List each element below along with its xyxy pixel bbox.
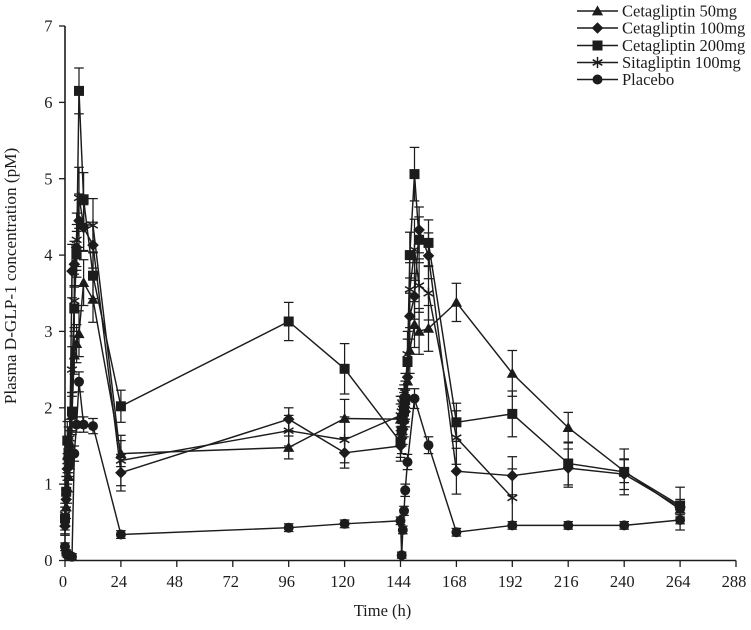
svg-text:Plasma D-GLP-1 concentration (: Plasma D-GLP-1 concentration (pM) — [1, 148, 20, 404]
svg-text:Cetagliptin 200mg: Cetagliptin 200mg — [622, 36, 745, 55]
svg-text:144: 144 — [386, 572, 411, 591]
svg-text:0: 0 — [44, 551, 52, 570]
svg-text:192: 192 — [498, 572, 523, 591]
svg-text:3: 3 — [44, 322, 52, 341]
svg-text:4: 4 — [44, 246, 52, 265]
svg-text:264: 264 — [666, 572, 691, 591]
svg-text:168: 168 — [442, 572, 467, 591]
svg-text:0: 0 — [59, 572, 67, 591]
svg-text:120: 120 — [330, 572, 355, 591]
svg-text:Placebo: Placebo — [622, 70, 674, 89]
svg-text:240: 240 — [610, 572, 635, 591]
svg-text:Sitagliptin 100mg: Sitagliptin 100mg — [622, 53, 741, 72]
svg-text:5: 5 — [44, 169, 52, 188]
svg-text:1: 1 — [44, 475, 52, 494]
svg-text:288: 288 — [722, 572, 747, 591]
svg-text:24: 24 — [111, 572, 128, 591]
svg-text:Time (h): Time (h) — [354, 601, 412, 620]
svg-text:Cetagliptin 100mg: Cetagliptin 100mg — [622, 19, 745, 38]
svg-text:7: 7 — [44, 17, 52, 36]
svg-text:Cetagliptin 50mg: Cetagliptin 50mg — [622, 2, 737, 21]
svg-text:48: 48 — [167, 572, 184, 591]
svg-text:2: 2 — [44, 398, 52, 417]
svg-text:96: 96 — [278, 572, 295, 591]
svg-text:6: 6 — [44, 93, 52, 112]
svg-text:216: 216 — [554, 572, 579, 591]
svg-text:72: 72 — [223, 572, 240, 591]
